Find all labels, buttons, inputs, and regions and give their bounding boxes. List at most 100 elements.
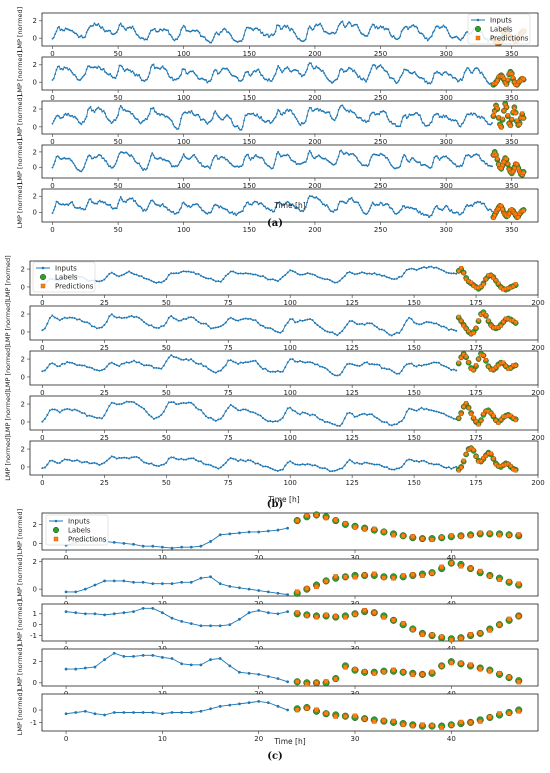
inputs-point	[374, 204, 377, 207]
inputs-point	[425, 80, 428, 83]
inputs-point	[104, 201, 106, 204]
inputs-point	[128, 400, 131, 403]
inputs-point	[133, 359, 136, 362]
inputs-point	[273, 163, 276, 166]
inputs-point	[64, 712, 68, 716]
inputs-point	[119, 22, 122, 25]
inputs-point	[131, 25, 134, 28]
inputs-point	[304, 463, 307, 466]
inputs-point	[430, 321, 433, 324]
inputs-point	[290, 70, 293, 73]
inputs-point	[420, 213, 423, 216]
prediction-point	[489, 323, 493, 328]
inputs-point	[392, 122, 395, 125]
inputs-point	[100, 154, 102, 157]
inputs-point	[332, 211, 335, 213]
prediction-point	[456, 314, 461, 319]
inputs-point	[317, 109, 320, 112]
prediction-point	[521, 170, 526, 175]
inputs-point	[484, 77, 487, 80]
inputs-point	[348, 458, 351, 461]
inputs-point	[228, 71, 231, 74]
inputs-point	[286, 271, 289, 274]
inputs-point	[398, 37, 400, 40]
y-tick-label: 0	[33, 209, 37, 217]
inputs-point	[287, 154, 290, 157]
inputs-point	[142, 407, 145, 410]
inputs-point	[93, 712, 97, 716]
prediction-point	[516, 614, 522, 619]
inputs-point	[474, 153, 476, 156]
inputs-point	[132, 115, 135, 118]
inputs-point	[209, 369, 212, 372]
prediction-point	[333, 574, 339, 579]
inputs-point	[369, 159, 371, 162]
inputs-point	[41, 467, 44, 470]
inputs-point	[72, 31, 75, 34]
inputs-point	[58, 65, 60, 68]
inputs-point	[462, 211, 465, 214]
inputs-point	[217, 370, 220, 373]
inputs-point	[237, 409, 240, 412]
inputs-point	[447, 367, 450, 370]
prediction-point	[504, 105, 509, 109]
inputs-point	[367, 32, 370, 34]
inputs-point	[455, 465, 458, 468]
legend-entry: Labels	[55, 273, 78, 281]
inputs-point	[342, 71, 345, 73]
inputs-point	[336, 281, 339, 284]
prediction-point	[487, 530, 493, 536]
inputs-point	[234, 361, 237, 364]
inputs-point	[165, 69, 168, 72]
inputs-point	[187, 316, 190, 319]
inputs-point	[68, 458, 71, 461]
inputs-point	[328, 278, 331, 281]
inputs-point	[348, 111, 350, 113]
inputs-point	[450, 416, 453, 419]
inputs-point	[319, 155, 322, 158]
inputs-point	[167, 316, 170, 319]
inputs-point	[299, 124, 302, 127]
inputs-point	[230, 73, 232, 76]
inputs-point	[219, 280, 222, 283]
inputs-point	[132, 610, 135, 614]
inputs-point	[64, 112, 67, 115]
inputs-point	[424, 163, 427, 166]
panel-caption: (a)	[267, 218, 283, 229]
inputs-point	[157, 157, 160, 160]
inputs-point	[454, 77, 457, 79]
x-tick-label: 10	[158, 554, 167, 562]
inputs-point	[380, 274, 383, 277]
inputs-point	[115, 457, 118, 460]
inputs-point	[463, 71, 466, 74]
inputs-point	[304, 120, 307, 122]
inputs-point	[69, 159, 72, 162]
inputs-point	[450, 160, 453, 162]
inputs-point	[278, 25, 281, 27]
x-tick-label: 350	[505, 182, 518, 190]
x-tick-label: 50	[114, 50, 123, 58]
x-tick-label: 175	[469, 434, 482, 442]
inputs-point	[168, 75, 171, 78]
inputs-point	[398, 166, 400, 169]
inputs-point	[63, 362, 66, 365]
inputs-point	[403, 272, 406, 275]
inputs-point	[423, 321, 426, 324]
inputs-point	[373, 463, 376, 466]
inputs-point	[446, 29, 449, 32]
inputs-point	[138, 316, 141, 319]
inputs-point	[167, 356, 170, 359]
inputs-point	[378, 364, 381, 367]
inputs-point	[98, 280, 101, 283]
inputs-point	[408, 113, 411, 116]
inputs-point	[262, 34, 265, 37]
inputs-point	[391, 208, 394, 210]
inputs-point	[383, 204, 386, 206]
inputs-line	[66, 576, 288, 596]
inputs-point	[197, 363, 200, 366]
inputs-point	[100, 462, 103, 465]
inputs-point	[335, 117, 337, 119]
inputs-point	[227, 31, 230, 34]
panel-caption: (b)	[267, 499, 283, 510]
prediction-point	[439, 663, 444, 669]
